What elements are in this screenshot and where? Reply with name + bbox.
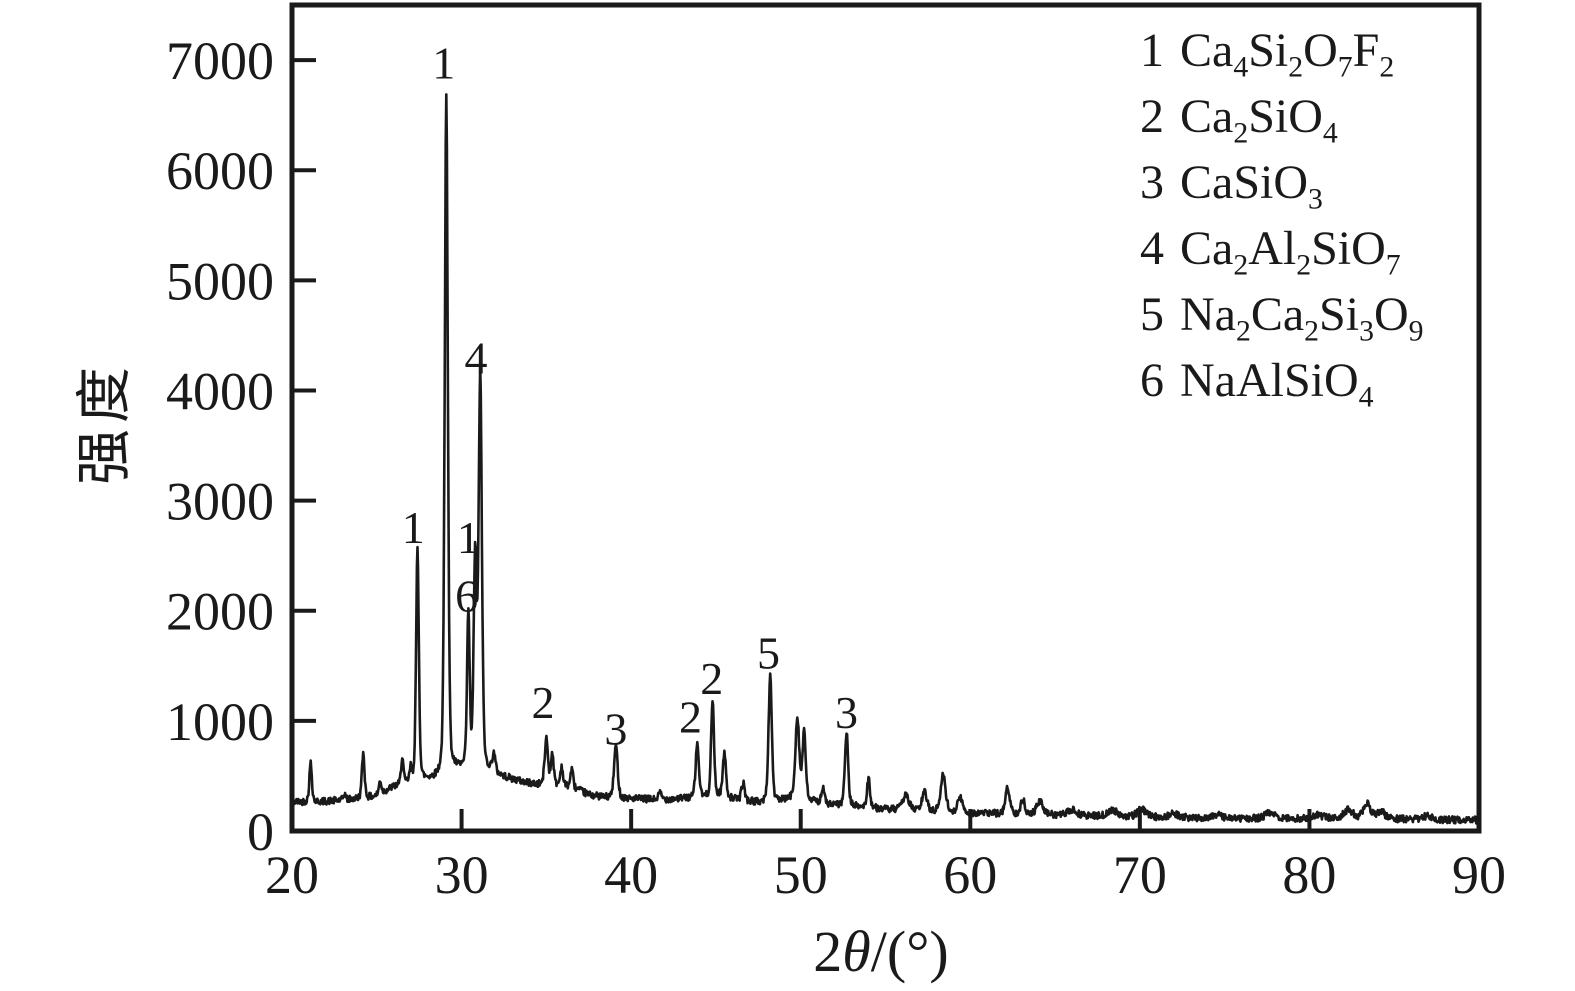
x-tick-label: 90 (1452, 845, 1506, 905)
legend-item-4: 4 Ca2Al2SiO7 (1140, 216, 1424, 282)
x-tick-label: 30 (435, 845, 489, 905)
legend-phase-number: 3 (1140, 156, 1164, 209)
legend-phase-number: 5 (1140, 288, 1164, 341)
peak-annotation-2: 2 (700, 653, 723, 704)
y-tick-label: 6000 (166, 141, 274, 201)
x-tick-label: 40 (604, 845, 658, 905)
y-tick-label: 2000 (166, 582, 274, 642)
peak-annotation-1: 1 (457, 512, 480, 563)
peak-annotation-5: 5 (757, 628, 780, 679)
legend-item-3: 3 CaSiO3 (1140, 150, 1424, 216)
peak-annotation-2: 2 (679, 691, 702, 742)
legend-phase-number: 6 (1140, 354, 1164, 407)
peak-annotation-1: 1 (432, 37, 455, 88)
legend-phase-number: 1 (1140, 24, 1164, 77)
y-tick-label: 1000 (166, 692, 274, 752)
legend-phase-formula: CaSiO3 (1180, 156, 1323, 216)
theta-symbol: θ (842, 919, 871, 984)
legend-phase-formula: Na2Ca2Si3O9 (1180, 288, 1424, 348)
legend-item-6: 6 NaAlSiO4 (1140, 348, 1424, 414)
y-tick-label: 0 (247, 802, 274, 862)
plot-frame (289, 2, 1482, 834)
peak-annotation-3: 3 (604, 704, 627, 755)
peak-annotation-6: 6 (455, 570, 478, 621)
peak-annotation-1: 1 (402, 502, 425, 553)
legend-phase-formula: Ca4Si2O7F2 (1180, 24, 1395, 84)
legend: 1 Ca4Si2O7F2 2 Ca2SiO4 3 CaSiO3 4 Ca2Al2SiO7 5 Na… (1140, 18, 1424, 414)
legend-phase-number: 2 (1140, 90, 1164, 143)
peak-annotation-3: 3 (835, 687, 858, 738)
x-axis-label-text: /(°) (870, 919, 949, 984)
legend-item-2: 2 Ca2SiO4 (1140, 84, 1424, 150)
legend-item-1: 1 Ca4Si2O7F2 (1140, 18, 1424, 84)
peak-annotation-2: 2 (531, 677, 554, 728)
x-tick-label: 80 (1282, 845, 1336, 905)
legend-item-5: 5 Na2Ca2Si3O9 (1140, 282, 1424, 348)
y-tick-label: 3000 (166, 472, 274, 532)
legend-phase-formula: Ca2Al2SiO7 (1180, 222, 1401, 282)
xrd-trace (290, 93, 1481, 825)
x-axis-label: 2θ/(°) (813, 918, 948, 985)
legend-phase-formula: NaAlSiO4 (1180, 354, 1374, 414)
y-tick-label: 7000 (166, 31, 274, 91)
x-tick-label: 70 (1113, 845, 1167, 905)
peak-annotation-4: 4 (464, 332, 487, 383)
x-tick-label: 20 (265, 845, 319, 905)
legend-phase-number: 4 (1140, 222, 1164, 275)
y-axis-label: 强度 (74, 361, 137, 485)
legend-phase-formula: Ca2SiO4 (1180, 90, 1338, 150)
y-tick-label: 4000 (166, 361, 274, 421)
x-tick-label: 60 (943, 845, 997, 905)
x-axis-label-text: 2 (813, 919, 843, 984)
x-tick-label: 50 (774, 845, 828, 905)
y-tick-label: 5000 (166, 251, 274, 311)
